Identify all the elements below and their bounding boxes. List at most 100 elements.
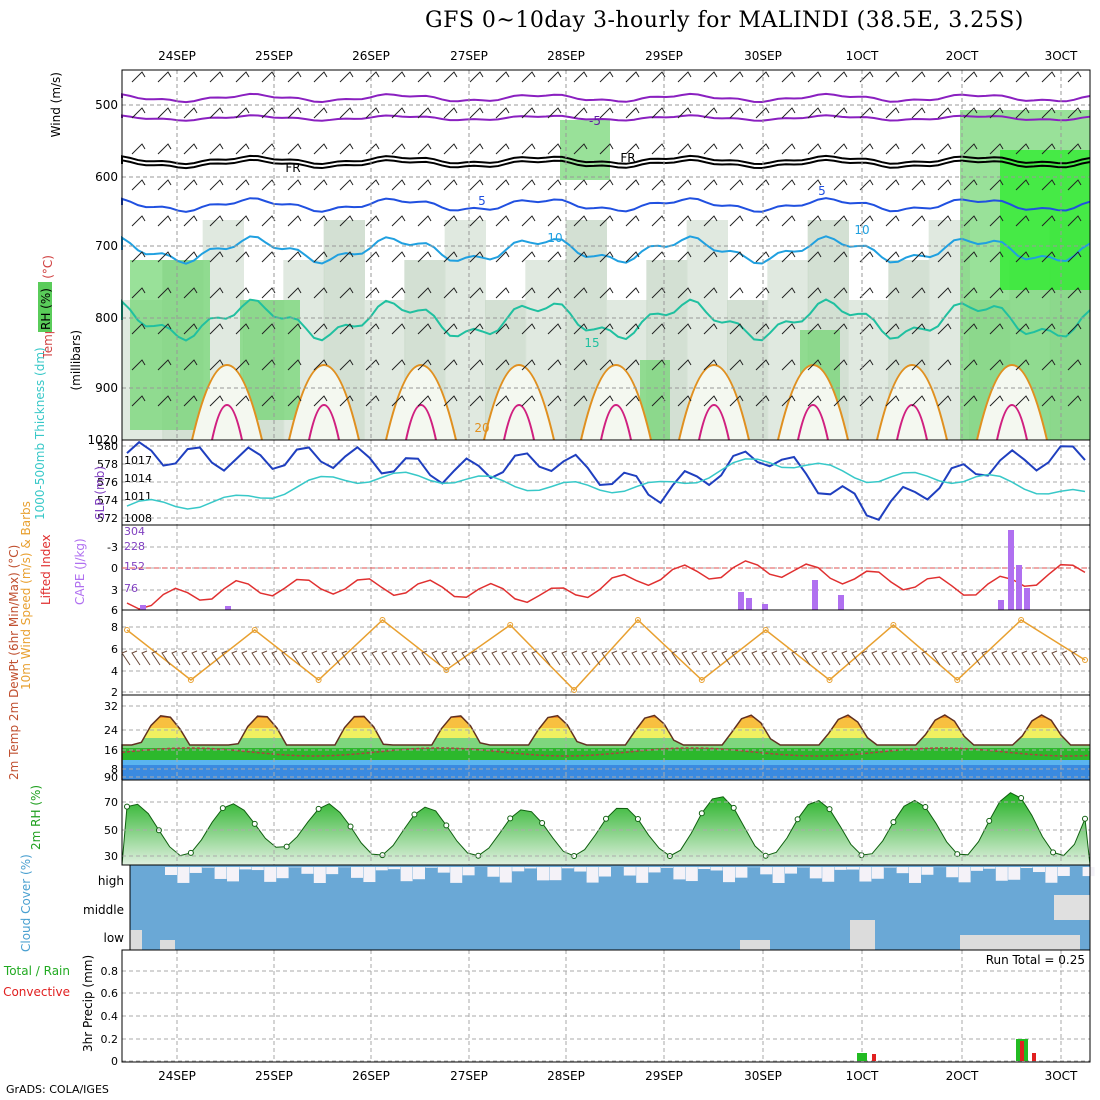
- wind-barb: [391, 107, 406, 119]
- wind-barb: [729, 179, 744, 191]
- cape-bar: [738, 592, 744, 610]
- high-cloud: [983, 867, 996, 869]
- wind-barb: [495, 107, 510, 119]
- wind-barb: [391, 650, 401, 666]
- wind-barb: [1031, 650, 1041, 666]
- temp-lobe-inner: [896, 404, 928, 441]
- wind-barb: [741, 650, 751, 666]
- contour-label: 10: [854, 223, 869, 237]
- high-cloud: [735, 867, 748, 878]
- upper-grid: [122, 70, 1090, 440]
- ytick: 6: [111, 643, 118, 656]
- wind-barb: [599, 179, 614, 191]
- wind-barb: [911, 287, 926, 299]
- wind-barb: [703, 179, 718, 191]
- wind-barb: [235, 107, 250, 119]
- wind-barb: [921, 650, 931, 666]
- wind-barb: [937, 71, 952, 83]
- wind-barb: [531, 650, 541, 666]
- high-cloud: [437, 867, 450, 873]
- wind-point: [315, 677, 322, 683]
- ytick: 0.8: [101, 965, 119, 978]
- wind-barb: [937, 179, 952, 191]
- temp-fill: [122, 715, 1090, 780]
- date-label-bottom: 27SEP: [450, 1069, 488, 1083]
- wind-barb: [365, 395, 380, 407]
- wind-barb: [131, 359, 146, 371]
- wind-barb: [501, 650, 511, 666]
- wind-barb: [521, 395, 536, 407]
- precip-conv-bar: [1020, 1041, 1024, 1061]
- contour-label: FR: [285, 161, 300, 175]
- cloud-level-low: low: [104, 931, 125, 945]
- wind-barb: [755, 287, 770, 299]
- wind-barb: [443, 359, 458, 371]
- high-cloud: [239, 867, 252, 870]
- ytick: 90: [104, 771, 118, 784]
- wind-barb: [521, 287, 536, 299]
- wind-barb: [755, 395, 770, 407]
- temp-lobe-inner: [996, 404, 1028, 441]
- temp-lobe-inner: [308, 404, 340, 441]
- high-cloud: [574, 867, 587, 872]
- high-cloud: [177, 867, 190, 883]
- wind-barb: [581, 650, 591, 666]
- date-label-top: 2OCT: [946, 49, 979, 63]
- high-cloud: [636, 867, 649, 883]
- wind-barb: [885, 251, 900, 263]
- wind-barb: [211, 650, 221, 666]
- ylabel-cape: CAPE (J/kg): [73, 538, 87, 605]
- wind-barb: [183, 359, 198, 371]
- precip-conv-bar: [1032, 1053, 1036, 1061]
- wind-barb: [495, 71, 510, 83]
- wind-barb: [625, 179, 640, 191]
- wind-barb: [573, 251, 588, 263]
- ylabel-mb: (millibars): [69, 330, 83, 391]
- cape-bar: [140, 605, 146, 610]
- wind-barb: [541, 650, 551, 666]
- wind-barb: [339, 143, 354, 155]
- wind-barb: [621, 650, 631, 666]
- mid-cloud: [1054, 895, 1090, 920]
- low-cloud: [160, 940, 175, 950]
- wind-barb: [989, 323, 1004, 335]
- wind-barb: [833, 71, 848, 83]
- wind-barb: [1015, 251, 1030, 263]
- wind-point: [571, 687, 578, 693]
- wind-barb: [235, 251, 250, 263]
- wind-barb: [547, 395, 562, 407]
- wind-barb: [703, 71, 718, 83]
- freezing-level: [121, 154, 1091, 166]
- wind-barb: [391, 359, 406, 371]
- wind-barb: [573, 287, 588, 299]
- wind-barb: [547, 107, 562, 119]
- high-cloud: [723, 867, 735, 883]
- wind-barb: [885, 179, 900, 191]
- high-cloud: [189, 867, 202, 873]
- high-cloud: [487, 867, 500, 877]
- ytick: 32: [104, 700, 118, 713]
- ylabel-rh: RH (%): [39, 288, 53, 330]
- wind-barb: [521, 359, 536, 371]
- wind-barb: [511, 650, 521, 666]
- wind-barb: [601, 650, 611, 666]
- wind-barb: [781, 650, 791, 666]
- wind-barb: [931, 650, 941, 666]
- wind-barb: [859, 323, 874, 335]
- low-cloud: [960, 935, 1080, 950]
- wind-barb: [801, 650, 811, 666]
- wind-barb: [963, 251, 978, 263]
- wind-barb: [131, 143, 146, 155]
- wind-barb: [469, 215, 484, 227]
- high-cloud: [375, 867, 388, 871]
- wind-barb: [461, 650, 471, 666]
- freezing-level-b: [121, 158, 1091, 170]
- wind-barb: [313, 215, 328, 227]
- wind-barb: [417, 179, 432, 191]
- wind-barb: [321, 650, 331, 666]
- wind-barb: [209, 395, 224, 407]
- wind-barb: [859, 287, 874, 299]
- wind-barb: [625, 359, 640, 371]
- date-label-top: 3OCT: [1045, 49, 1078, 63]
- wind-barb: [339, 107, 354, 119]
